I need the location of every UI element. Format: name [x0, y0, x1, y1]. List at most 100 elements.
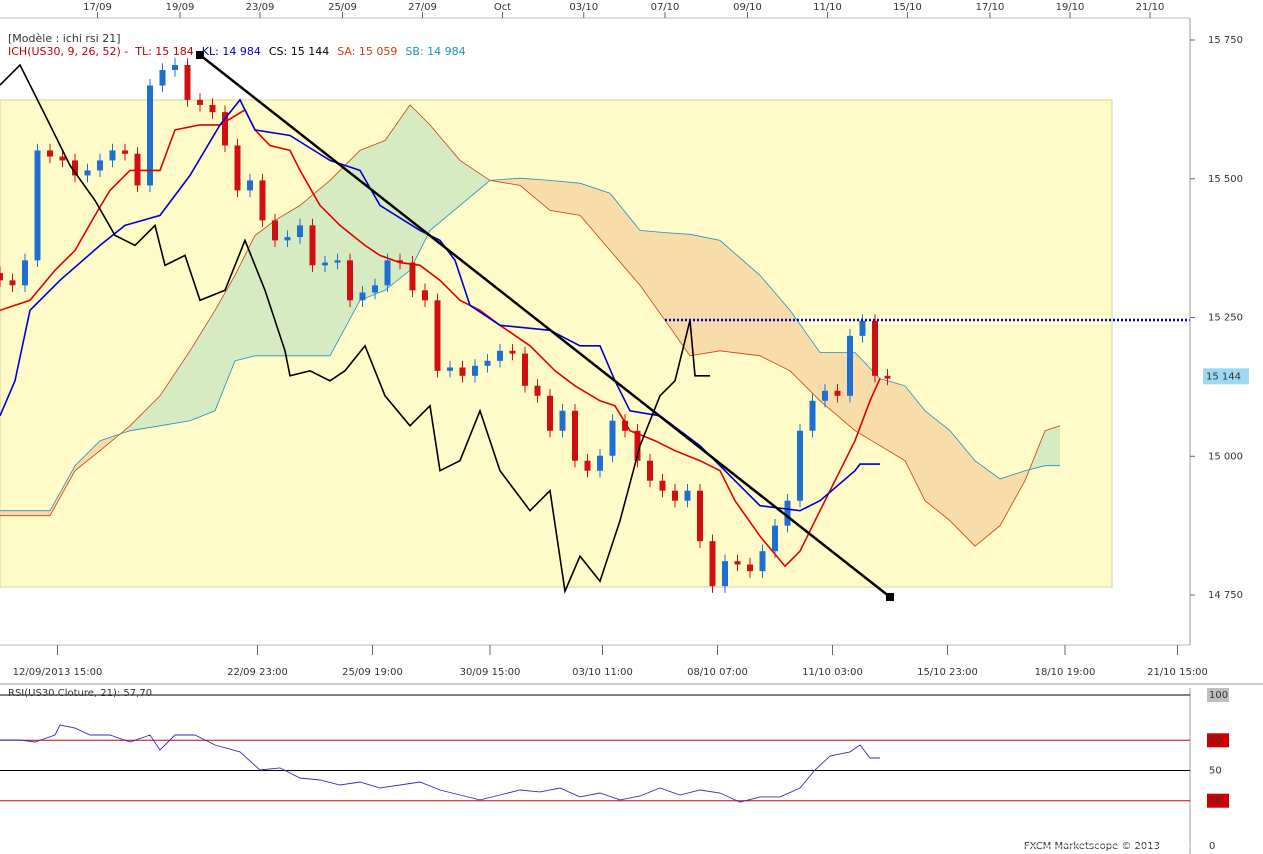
- cloud-segment: [130, 395, 160, 431]
- legend-entry: SA: 15 059: [337, 45, 397, 58]
- candle-body: [272, 220, 278, 241]
- candle-body: [634, 430, 641, 461]
- candle-body: [709, 541, 716, 587]
- candle-body: [809, 400, 816, 431]
- candle-body: [259, 180, 266, 221]
- date-tick-label: 27/09: [408, 2, 437, 13]
- candle-body: [684, 490, 691, 501]
- candle-body: [222, 112, 228, 146]
- trend-handle: [196, 51, 204, 59]
- candle-body: [9, 280, 16, 286]
- cloud-segment: [760, 275, 790, 371]
- y-tick-label: 15 250: [1208, 313, 1243, 324]
- date-tick-label: 15/10: [893, 2, 922, 13]
- candle-body: [759, 551, 766, 572]
- candle-body: [372, 285, 378, 293]
- date-tick-label: 03/10: [569, 2, 598, 13]
- candle-body: [147, 85, 153, 186]
- candle-body: [547, 395, 553, 431]
- x-tick-label: 30/09 15:00: [460, 667, 521, 678]
- candle-body: [659, 480, 666, 491]
- level-label-bg: [1207, 839, 1229, 853]
- candle-body: [509, 350, 516, 354]
- candle-body: [397, 260, 403, 263]
- candle-body: [247, 180, 253, 191]
- candle-body: [22, 260, 28, 286]
- cloud-segment: [75, 440, 100, 471]
- cloud-segment: [385, 104, 410, 291]
- cloud-segment: [640, 230, 665, 321]
- cloud-segment: [410, 104, 430, 271]
- level-label-bg: [1207, 793, 1229, 808]
- legend-entry: ICH(US30, 9, 26, 52) -: [8, 45, 128, 58]
- y-tick-label: 100: [1209, 690, 1228, 701]
- cloud-segment: [1045, 425, 1060, 466]
- candle-body: [609, 420, 616, 456]
- candle-body: [822, 390, 828, 401]
- cloud-segment: [550, 180, 580, 216]
- cloud-segment: [360, 140, 385, 301]
- cloud-segment: [255, 220, 275, 356]
- date-tick-label: 23/09: [246, 2, 275, 13]
- candle-body: [747, 564, 753, 572]
- cloud-segment: [925, 410, 950, 521]
- cloud-segment: [190, 310, 215, 421]
- cloud-segment: [905, 385, 925, 501]
- y-tick-label: 70: [1209, 735, 1222, 746]
- rsi-title: RSI(US30.Cloture, 21): 57,70: [8, 688, 152, 699]
- legend-entry: KL: 14 984: [202, 45, 261, 58]
- candle-body: [197, 99, 203, 105]
- candle-body: [172, 64, 178, 70]
- cloud-segment: [160, 350, 190, 426]
- candle-body: [409, 262, 416, 291]
- level-label-bg: [1207, 688, 1229, 702]
- candle-body: [572, 410, 578, 461]
- last-price-box: [1203, 368, 1249, 385]
- candle-body: [447, 367, 453, 371]
- candle-body: [347, 260, 353, 301]
- candle-body: [647, 460, 653, 481]
- candle-body: [784, 500, 791, 526]
- candle-body: [134, 153, 141, 186]
- cloud-segment: [0, 510, 50, 516]
- trend-handle: [886, 593, 894, 601]
- candle-body: [284, 237, 291, 241]
- candle-body: [434, 300, 441, 371]
- candle-body: [359, 292, 366, 301]
- x-tick-label: 12/09/2013 15:00: [13, 667, 103, 678]
- cloud-segment: [580, 183, 610, 251]
- y-tick-label: 14 750: [1208, 590, 1243, 601]
- cloud-segment: [975, 460, 1000, 547]
- candle-body: [672, 490, 678, 501]
- date-tick-label: 19/10: [1056, 2, 1085, 13]
- candle-body: [872, 320, 878, 376]
- candle-body: [884, 375, 891, 379]
- y-tick-label: 0: [1209, 841, 1215, 852]
- x-tick-label: 15/10 23:00: [917, 667, 978, 678]
- date-tick-label: 19/09: [166, 2, 195, 13]
- drawings: [196, 51, 1190, 601]
- candle-body: [522, 353, 528, 386]
- cloud-segment: [330, 150, 360, 356]
- candle-body: [109, 150, 116, 161]
- candle-body: [772, 525, 778, 552]
- cloud-segment: [720, 240, 760, 356]
- cloud-segment: [460, 160, 490, 206]
- candle-body: [734, 561, 741, 565]
- candle-body: [184, 64, 191, 100]
- senkou-a-line: [0, 104, 1061, 547]
- candle-body: [622, 420, 628, 431]
- level-label-bg: [1207, 763, 1229, 778]
- level-label-bg: [1207, 733, 1229, 748]
- legend-entry: SB: 14 984: [405, 45, 465, 58]
- candle-body: [384, 260, 391, 286]
- date-tick-label: Oct: [494, 2, 511, 13]
- candle-body: [847, 335, 853, 396]
- candle-body: [534, 385, 541, 396]
- cloud-segment: [300, 180, 330, 356]
- y-tick-label: 50: [1209, 766, 1222, 777]
- date-tick-label: 25/09: [328, 2, 357, 13]
- candle-body: [0, 273, 3, 281]
- candle-body: [97, 160, 103, 171]
- rsi-line: [0, 724, 880, 803]
